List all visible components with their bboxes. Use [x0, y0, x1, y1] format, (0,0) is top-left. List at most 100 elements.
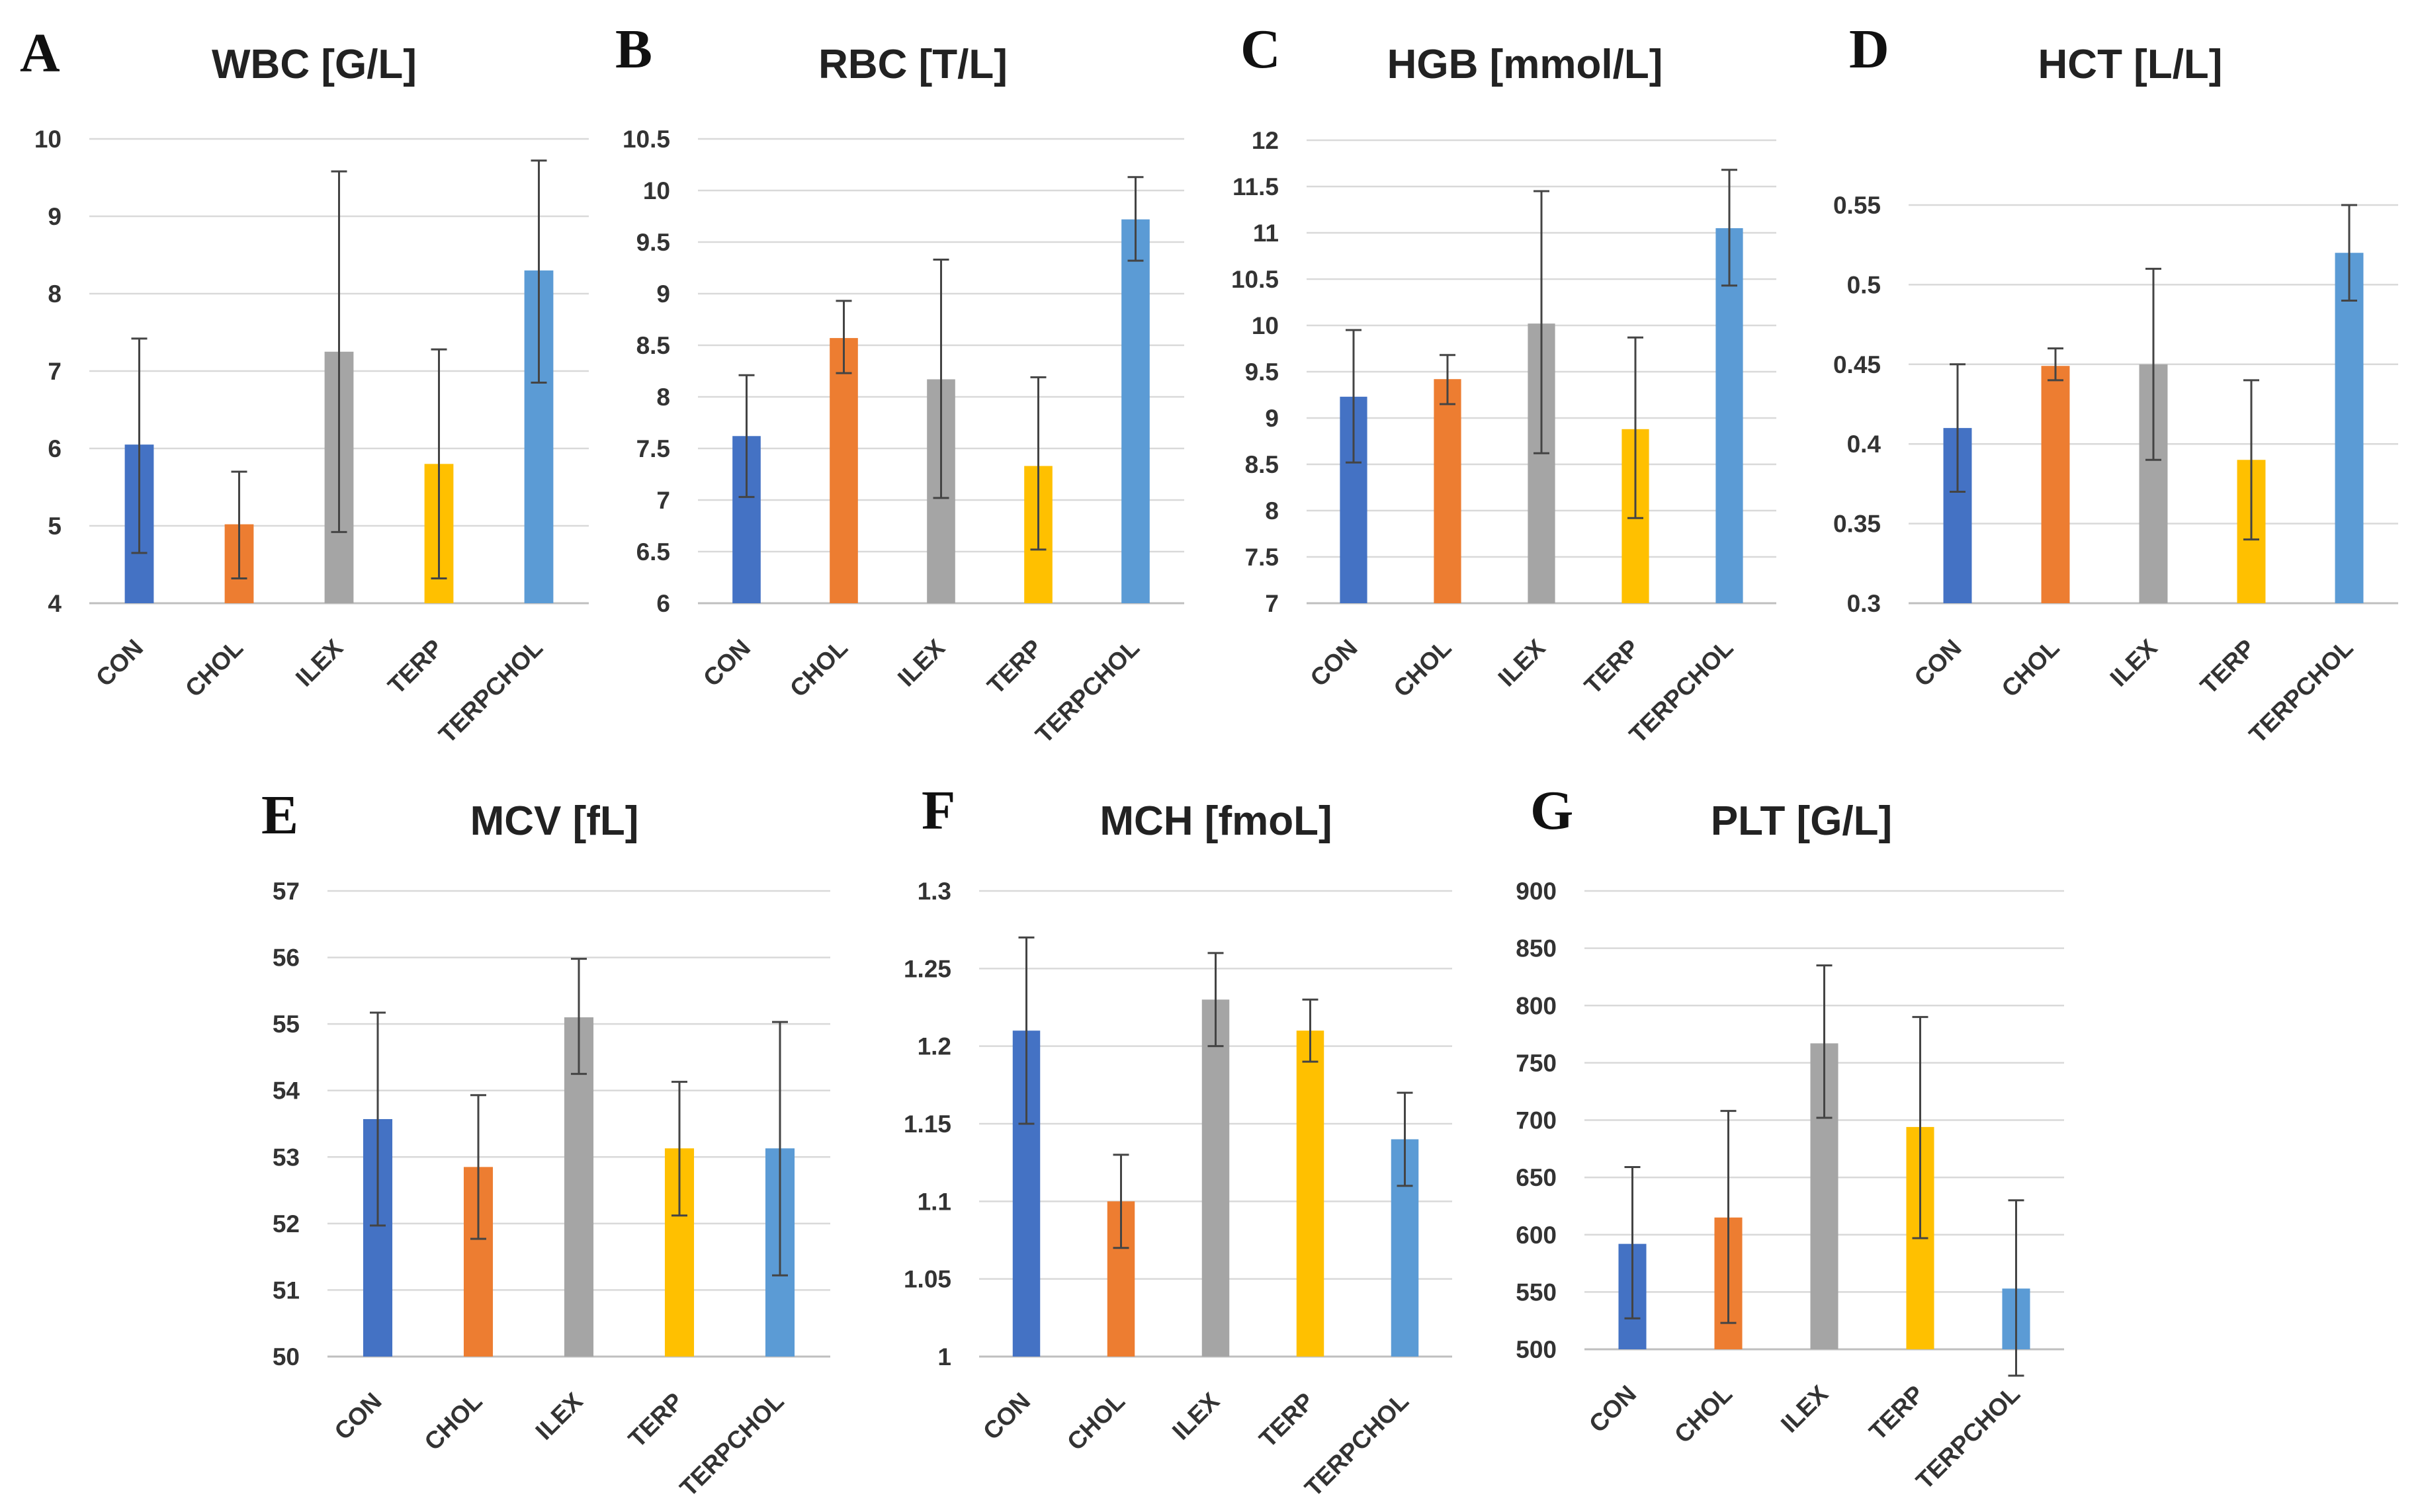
- y-tick-label: 50: [273, 1343, 300, 1370]
- error-bar-terp: [431, 348, 447, 580]
- x-tick-label: TERP: [982, 634, 1047, 700]
- bar-terpchol: [2335, 253, 2364, 603]
- y-tick-label: 53: [273, 1144, 300, 1171]
- error-bar-con: [131, 337, 148, 554]
- error-bar-ilex: [1816, 964, 1833, 1119]
- y-tick-label: 51: [273, 1277, 300, 1304]
- x-tick-label: CHOL: [1997, 634, 2065, 702]
- y-tick-label: 650: [1516, 1164, 1557, 1191]
- error-bar-con: [1018, 936, 1035, 1125]
- x-tick-label: CON: [1305, 634, 1363, 692]
- y-tick-label: 9.5: [636, 229, 670, 256]
- y-tick-label: 10.5: [1231, 266, 1279, 293]
- y-tick-label: 1.3: [918, 878, 951, 905]
- y-tick-label: 9.5: [1245, 358, 1279, 386]
- panel-letter: G: [1530, 780, 1573, 841]
- y-tick-label: 0.55: [1833, 192, 1881, 219]
- error-bar-terpchol: [2341, 204, 2357, 302]
- error-bar-ilex: [2145, 267, 2161, 461]
- chart-title: MCH [fmoL]: [1100, 798, 1332, 844]
- y-tick-label: 9: [656, 280, 670, 308]
- y-tick-label: 52: [273, 1210, 300, 1238]
- bar-terp: [1296, 1030, 1324, 1357]
- y-tick-label: 7: [656, 487, 670, 514]
- error-bar-con: [1950, 363, 1966, 493]
- error-bar-terp: [1030, 376, 1047, 551]
- error-bar-ilex: [933, 259, 949, 499]
- y-tick-label: 750: [1516, 1050, 1557, 1077]
- x-tick-label: CHOL: [419, 1388, 488, 1456]
- y-tick-label: 6: [48, 435, 62, 462]
- chart-title: MCV [fL]: [470, 798, 639, 844]
- x-tick-label: CHOL: [180, 634, 248, 702]
- y-tick-label: 10: [643, 177, 670, 204]
- y-tick-label: 6: [656, 590, 670, 617]
- chart-panel-a: A WBC [G/L] 4 5 6 7 8 9 10 CON CHOL ILEX TERPTERPCHO…: [20, 22, 589, 749]
- x-tick-label: TERP: [1864, 1380, 1929, 1446]
- error-bar-con: [370, 1011, 386, 1227]
- x-tick-label: CHOL: [1062, 1388, 1130, 1456]
- error-bar-terp: [671, 1081, 687, 1217]
- chart-title: WBC [G/L]: [212, 42, 417, 87]
- chart-title: PLT [G/L]: [1711, 798, 1892, 844]
- y-tick-label: 8: [1265, 497, 1279, 525]
- x-tick-label: TERP: [623, 1388, 689, 1453]
- error-bar-chol: [1113, 1154, 1129, 1249]
- panel-letter: E: [261, 784, 298, 846]
- x-tick-label: CHOL: [1389, 634, 1457, 702]
- y-tick-label: 7: [48, 358, 62, 385]
- x-tick-label: CON: [698, 634, 756, 692]
- x-tick-label: ILEX: [1776, 1380, 1833, 1437]
- x-tick-label: TERPCHOL: [433, 634, 548, 749]
- y-tick-label: 1.05: [904, 1266, 951, 1293]
- bar-chol: [830, 338, 858, 603]
- y-tick-label: 800: [1516, 992, 1557, 1019]
- x-tick-label: TERPCHOL: [1911, 1380, 2025, 1495]
- bar-chol: [1434, 379, 1461, 603]
- chart-panel-d: D HCT [L/L] 0.3 0.35 0.4 0.45 0.5 0.55 CON CHOL IL…: [1833, 19, 2398, 749]
- y-tick-label: 8.5: [1245, 451, 1279, 478]
- y-tick-label: 0.35: [1833, 511, 1881, 538]
- chart-title: HCT [L/L]: [2038, 42, 2223, 87]
- y-tick-label: 9: [48, 203, 62, 230]
- x-tick-label: CHOL: [785, 634, 853, 702]
- y-tick-label: 6.5: [636, 538, 670, 566]
- x-tick-label: CHOL: [1669, 1380, 1737, 1449]
- chart-panel-f: F MCH [fmoL] 1 1.05 1.1 1.15 1.2 1.25 1.3 CON CHOL…: [904, 780, 1452, 1502]
- error-bar-con: [1346, 329, 1361, 464]
- error-bar-terp: [1302, 998, 1318, 1063]
- y-tick-label: 57: [273, 878, 300, 905]
- y-tick-label: 550: [1516, 1279, 1557, 1306]
- bar-chol: [2041, 366, 2070, 603]
- y-tick-label: 7.5: [1245, 544, 1279, 571]
- x-tick-label: TERP: [1254, 1388, 1319, 1453]
- y-tick-label: 600: [1516, 1222, 1557, 1249]
- y-tick-label: 0.4: [1847, 431, 1881, 458]
- x-tick-label: TERP: [2195, 634, 2261, 700]
- y-tick-label: 8: [656, 384, 670, 411]
- error-bar-chol: [231, 470, 247, 580]
- error-bar-terpchol: [2008, 1199, 2024, 1377]
- chart-panel-g: G PLT [G/L] 500 550 600 650 700 750 800 850 900 CON…: [1516, 780, 2064, 1495]
- error-bar-terpchol: [1397, 1091, 1413, 1187]
- y-tick-label: 0.3: [1847, 590, 1881, 617]
- bar-terpchol: [1715, 228, 1743, 603]
- error-bar-terp: [1627, 336, 1643, 519]
- error-bar-terpchol: [531, 159, 547, 384]
- panel-letter: F: [922, 780, 955, 841]
- error-bar-chol: [1440, 354, 1455, 405]
- chart-panel-e: E MCV [fL] 50 51 52 53 54 55 56 57 CON CHOL ILEX TERP…: [261, 784, 830, 1502]
- error-bar-con: [1624, 1166, 1641, 1320]
- error-bar-ilex: [1534, 190, 1549, 454]
- x-tick-label: CON: [978, 1388, 1035, 1445]
- error-bar-terpchol: [772, 1021, 788, 1277]
- bar-terpchol: [1121, 219, 1150, 603]
- panel-letter: B: [615, 19, 652, 80]
- x-tick-label: ILEX: [1167, 1387, 1225, 1445]
- y-tick-label: 12: [1252, 127, 1279, 154]
- y-tick-label: 850: [1516, 935, 1557, 962]
- y-tick-label: 1.15: [904, 1111, 951, 1138]
- y-tick-label: 1.25: [904, 955, 951, 982]
- error-bar-chol: [1720, 1110, 1737, 1324]
- y-tick-label: 1.2: [918, 1033, 951, 1060]
